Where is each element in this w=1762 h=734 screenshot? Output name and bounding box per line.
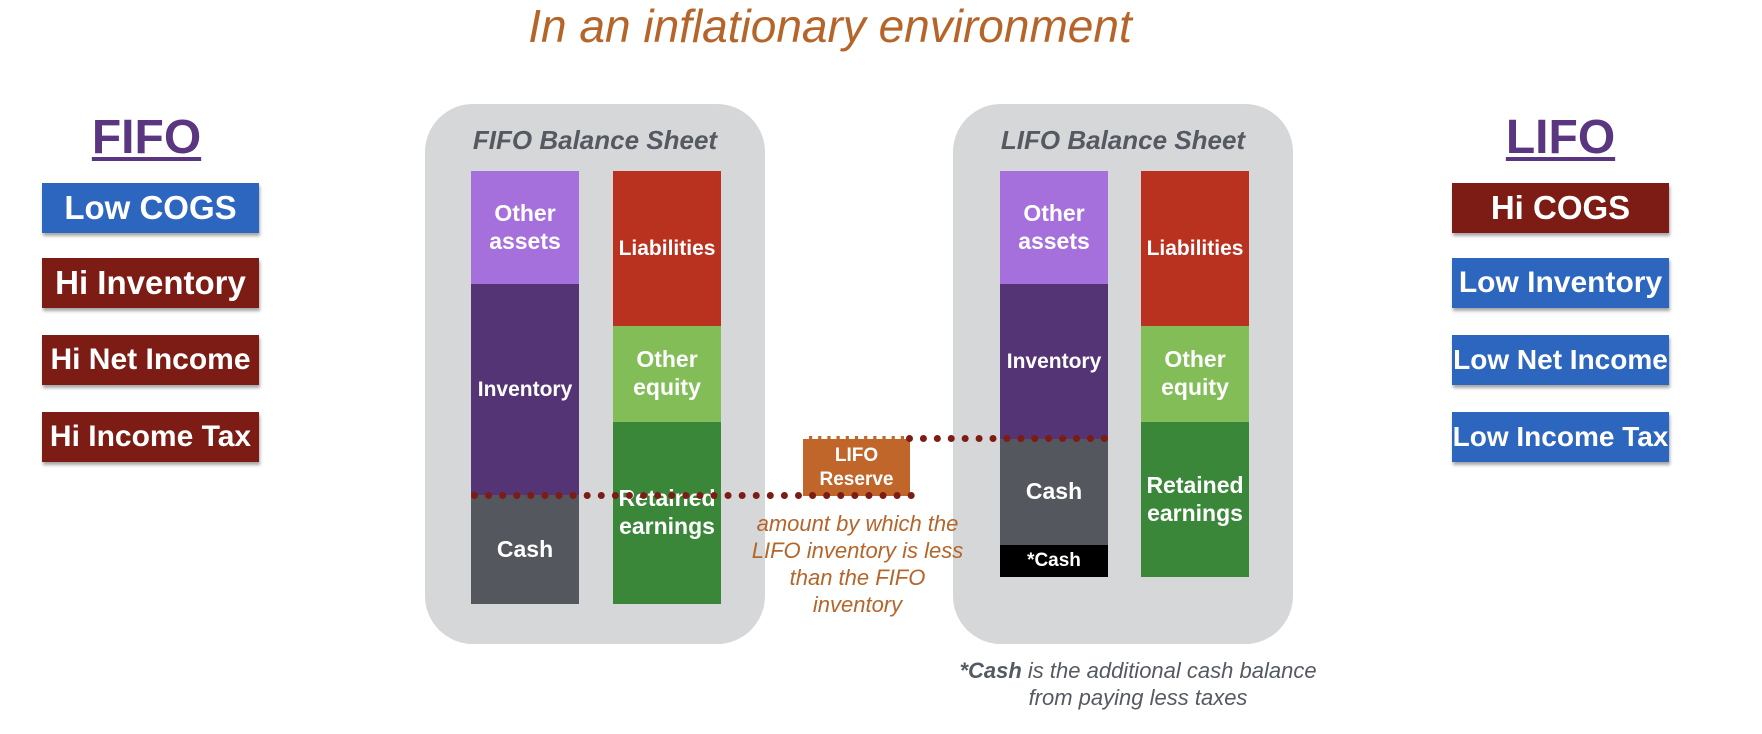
lifo-inventory-block: Inventory	[1000, 284, 1108, 439]
lifo-heading: LIFO	[1505, 111, 1616, 164]
fifo-balance-sheet-title: FIFO Balance Sheet	[472, 125, 718, 155]
lifo-other-assets-block: Other assets	[1000, 171, 1108, 284]
lifo-retained-earnings-block: Retained earnings	[1141, 422, 1249, 577]
page-title: In an inflationary environment	[528, 0, 1132, 52]
fifo-heading: FIFO	[91, 111, 202, 164]
lifo-inventory-level-line	[906, 435, 1108, 442]
fifo-hi-inventory-badge: Hi Inventory	[42, 258, 259, 308]
fifo-hi-net-income-badge: Hi Net Income	[42, 335, 259, 385]
fifo-cash-block: Cash	[471, 495, 579, 604]
fifo-other-equity-block: Other equity	[613, 326, 721, 422]
fifo-other-assets-block: Other assets	[471, 171, 579, 284]
lifo-low-net-income-badge: Low Net Income	[1452, 335, 1669, 385]
lifo-cash-block: Cash	[1000, 439, 1108, 545]
footnote-text: is the additional cash balance from payi…	[1021, 658, 1317, 710]
lifo-hi-cogs-badge: Hi COGS	[1452, 183, 1669, 233]
lifo-liabilities-block: Liabilities	[1141, 171, 1249, 326]
extra-cash-footnote: *Cash is the additional cash balance fro…	[953, 657, 1323, 711]
lifo-reserve-box: LIFO Reserve	[803, 436, 910, 496]
lifo-low-income-tax-badge: Low Income Tax	[1452, 412, 1669, 462]
fifo-hi-income-tax-badge: Hi Income Tax	[42, 412, 259, 462]
fifo-inventory-level-line	[471, 492, 915, 499]
fifo-inventory-block: Inventory	[471, 284, 579, 495]
footnote-bold-term: *Cash	[959, 658, 1022, 683]
fifo-low-cogs-badge: Low COGS	[42, 183, 259, 233]
lifo-reserve-note: amount by which the LIFO inventory is le…	[751, 511, 964, 617]
lifo-low-inventory-badge: Low Inventory	[1452, 258, 1669, 308]
lifo-extra-cash-block: *Cash	[1000, 545, 1108, 577]
fifo-liabilities-block: Liabilities	[613, 171, 721, 326]
lifo-other-equity-block: Other equity	[1141, 326, 1249, 422]
fifo-retained-earnings-block: Retained earnings	[613, 422, 721, 604]
lifo-balance-sheet-title: LIFO Balance Sheet	[1000, 125, 1246, 155]
